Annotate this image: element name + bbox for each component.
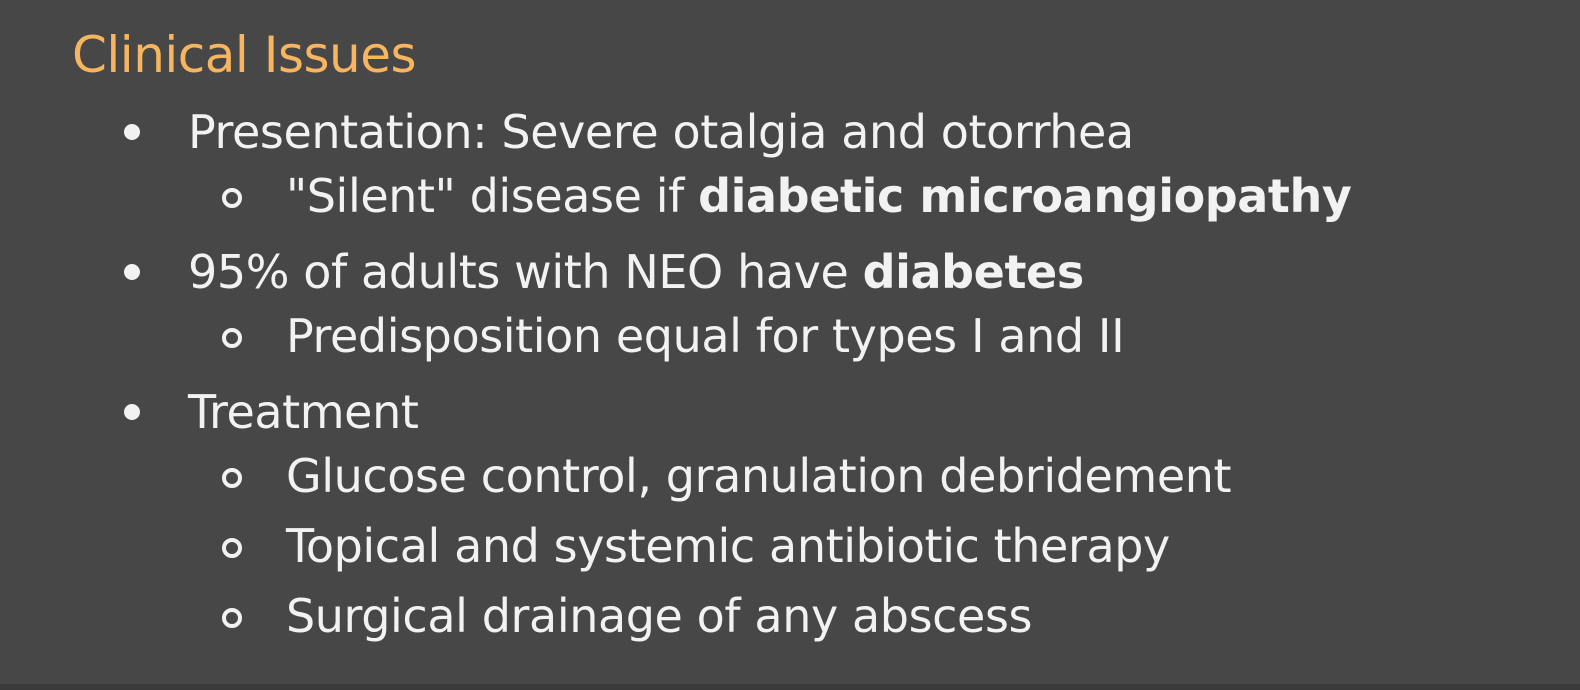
sub-bullet-item: Predisposition equal for types I and II [286, 306, 1125, 366]
sub-bullet-item: Glucose control, granulation debridement [286, 446, 1232, 506]
bullet-bold-text: diabetic microangiopathy [698, 169, 1352, 223]
sub-bullet-item: Surgical drainage of any abscess [286, 586, 1032, 646]
bullet-text: "Silent" disease if [286, 169, 699, 223]
bullet-disc-icon [124, 124, 140, 140]
bullet-disc-icon [124, 404, 140, 420]
bullet-bold-text: diabetes [862, 245, 1085, 299]
bullet-text: Treatment [188, 385, 419, 439]
bullet-ring-icon [222, 468, 242, 488]
bullet-text: 95% of adults with NEO have [188, 245, 863, 299]
bullet-disc-icon [124, 264, 140, 280]
bullet-ring-icon [222, 188, 242, 208]
bullet-item: Presentation: Severe otalgia and otorrhe… [188, 102, 1134, 162]
bullet-text: Surgical drainage of any abscess [286, 589, 1033, 643]
sub-bullet-item: "Silent" disease if diabetic microangiop… [286, 166, 1352, 226]
bullet-text: Glucose control, granulation debridement [286, 449, 1232, 503]
bullet-text: Predisposition equal for types I and II [286, 309, 1125, 363]
bottom-divider [0, 684, 1580, 690]
sub-bullet-item: Topical and systemic antibiotic therapy [286, 516, 1170, 576]
slide-title: Clinical Issues [72, 26, 417, 84]
bullet-item: 95% of adults with NEO have diabetes [188, 242, 1084, 302]
bullet-ring-icon [222, 538, 242, 558]
bullet-ring-icon [222, 608, 242, 628]
bullet-item: Treatment [188, 382, 419, 442]
bullet-ring-icon [222, 328, 242, 348]
bullet-text: Topical and systemic antibiotic therapy [286, 519, 1170, 573]
bullet-text: Presentation: Severe otalgia and otorrhe… [188, 105, 1134, 159]
